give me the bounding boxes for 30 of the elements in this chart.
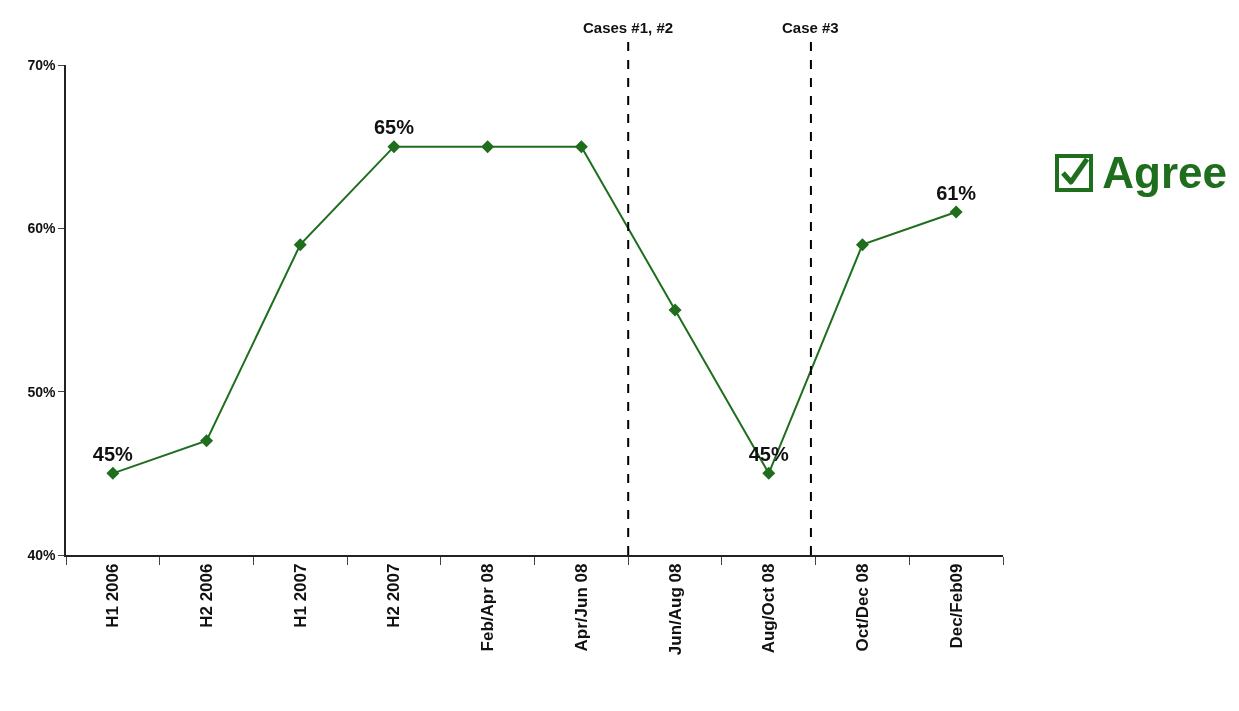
point — [762, 466, 776, 480]
data-label: 65% — [373, 116, 415, 139]
data-label: 61% — [936, 181, 977, 204]
y-tick-label: 60% — [27, 220, 56, 237]
y-tick-label: 50% — [27, 383, 56, 400]
text: Cases #1, #2 — [583, 19, 674, 36]
data-label: 45% — [92, 443, 134, 466]
x-tick-label: H2 2006 — [197, 563, 217, 628]
x-tick-label: H2 2007 — [384, 563, 404, 628]
point — [481, 140, 495, 154]
point — [293, 238, 307, 252]
x-tick-label: Feb/Apr 08 — [478, 563, 498, 652]
x-tick-label: H1 2007 — [290, 563, 310, 628]
x-tick-label: Apr/Jun 08 — [571, 563, 591, 652]
point — [387, 140, 401, 154]
y-tick-label: 70% — [27, 56, 56, 73]
point — [668, 303, 682, 317]
point — [200, 434, 214, 448]
x-tick-label: Jun/Aug 08 — [665, 563, 685, 656]
x-tick-label: H1 2006 — [103, 563, 123, 628]
point — [949, 205, 963, 219]
x-tick-label: Oct/Dec 08 — [852, 563, 872, 652]
y-tick-label: 40% — [27, 546, 56, 563]
x-tick-label: Aug/Oct 08 — [759, 563, 779, 654]
x-tick-label: Dec/Feb09 — [946, 563, 966, 649]
point — [106, 466, 120, 480]
point — [574, 140, 588, 154]
legend-label: Agree — [1102, 148, 1227, 198]
text: Case #3 — [782, 19, 839, 36]
point — [855, 238, 869, 252]
